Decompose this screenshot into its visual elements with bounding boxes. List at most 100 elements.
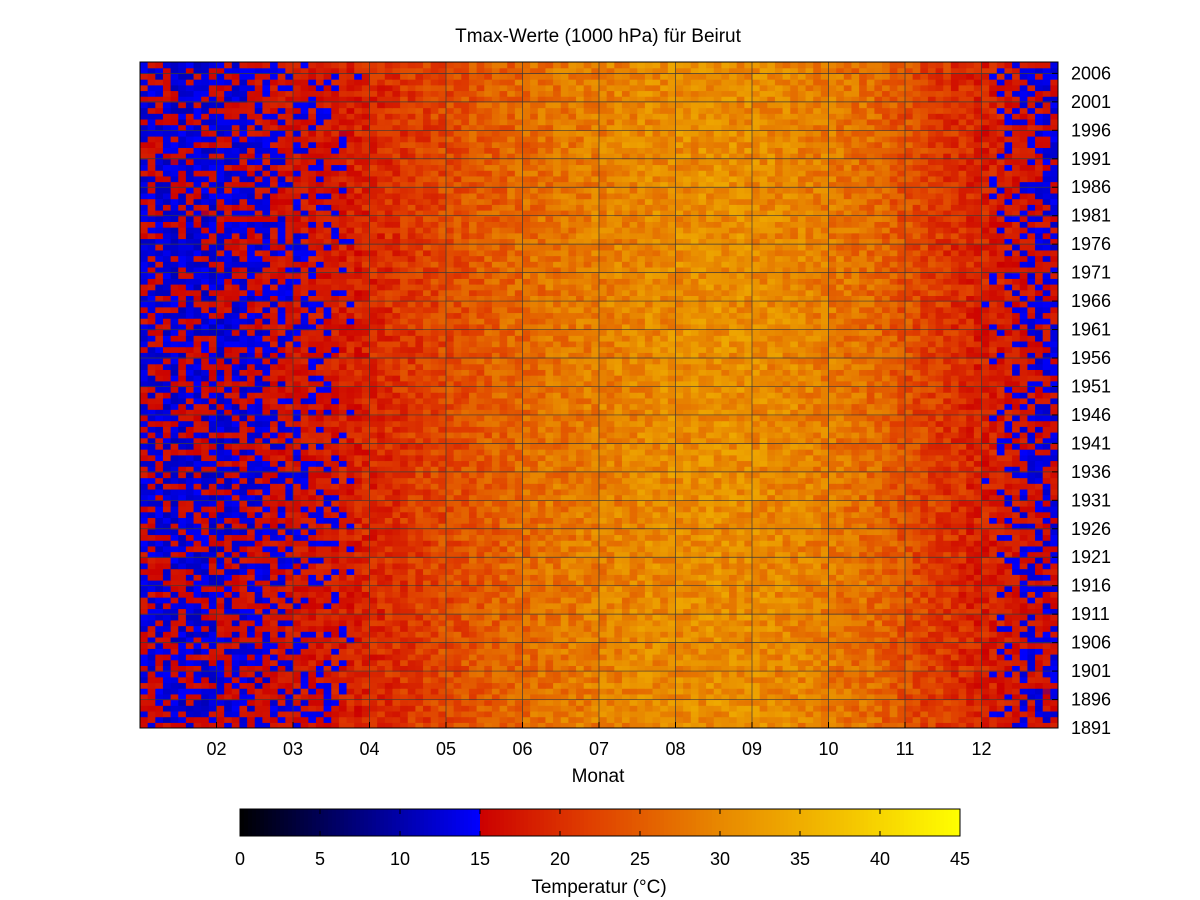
heatmap-cell — [1050, 716, 1058, 723]
heatmap-cell — [1027, 625, 1036, 632]
heatmap-cell — [331, 682, 340, 689]
heatmap-cell — [774, 545, 784, 553]
heatmap-cell — [629, 659, 638, 666]
heatmap-cell — [882, 659, 891, 666]
heatmap-cell — [438, 682, 447, 689]
heatmap-cell — [140, 562, 149, 570]
heatmap-cell — [277, 693, 286, 701]
heatmap-cell — [981, 528, 990, 536]
heatmap-cell — [736, 540, 745, 547]
heatmap-cell — [706, 551, 715, 558]
heatmap-cell — [568, 654, 577, 661]
heatmap-cell — [499, 710, 508, 718]
heatmap-cell — [882, 517, 891, 524]
heatmap-cell — [361, 591, 371, 598]
heatmap-cell — [315, 580, 325, 587]
heatmap-cell — [652, 580, 661, 587]
heatmap-cell — [285, 562, 294, 570]
heatmap-cell — [660, 716, 669, 723]
heatmap-cell — [606, 705, 615, 712]
heatmap-cell — [430, 619, 439, 627]
heatmap-cell — [889, 534, 898, 541]
heatmap-cell — [583, 511, 592, 518]
heatmap-cell — [652, 545, 661, 553]
heatmap-cell — [614, 597, 623, 604]
heatmap-cell — [1050, 676, 1058, 684]
heatmap-cell — [453, 642, 462, 649]
heatmap-cell — [583, 671, 592, 678]
heatmap-cell — [285, 619, 294, 627]
heatmap-cell — [346, 608, 355, 615]
heatmap-cell — [484, 642, 493, 649]
heatmap-cell — [361, 688, 371, 695]
heatmap-cell — [361, 619, 371, 627]
heatmap-cell — [499, 534, 508, 541]
heatmap-cell — [354, 568, 363, 575]
heatmap-cell — [277, 716, 286, 723]
heatmap-cell — [805, 540, 814, 547]
heatmap-cell — [560, 614, 569, 621]
heatmap-cell — [706, 693, 715, 701]
heatmap-cell — [369, 671, 378, 678]
heatmap-cell — [805, 545, 814, 553]
heatmap-cell — [162, 511, 172, 518]
heatmap-cell — [859, 523, 868, 530]
heatmap-cell — [147, 534, 156, 541]
heatmap-cell — [147, 682, 156, 689]
heatmap-cell — [583, 710, 592, 718]
heatmap-cell — [384, 528, 394, 536]
heatmap-cell — [568, 716, 577, 723]
heatmap-cell — [155, 602, 164, 610]
heatmap-cell — [637, 551, 646, 558]
heatmap-cell — [943, 614, 952, 621]
heatmap-cell — [966, 642, 975, 649]
heatmap-cell — [759, 619, 768, 627]
heatmap-cell — [889, 705, 898, 712]
heatmap-cell — [652, 568, 661, 575]
heatmap-cell — [446, 506, 455, 513]
heatmap-cell — [514, 585, 524, 592]
heatmap-cell — [660, 580, 669, 587]
heatmap-cell — [254, 642, 263, 649]
heatmap-cell — [1050, 619, 1058, 627]
heatmap-cell — [690, 676, 700, 684]
heatmap-cell — [820, 625, 830, 632]
heatmap-cell — [958, 500, 967, 507]
heatmap-cell — [507, 636, 516, 644]
heatmap-cell — [981, 716, 990, 723]
heatmap-cell — [591, 676, 600, 684]
heatmap-cell — [675, 580, 684, 587]
heatmap-cell — [407, 705, 416, 712]
heatmap-cell — [690, 614, 700, 621]
heatmap-cell — [621, 693, 631, 701]
heatmap-cell — [836, 710, 845, 718]
heatmap-cell — [308, 591, 317, 598]
heatmap-cell — [989, 705, 998, 712]
heatmap-cell — [308, 699, 317, 706]
heatmap-cell — [476, 551, 485, 558]
heatmap-cell — [308, 517, 317, 524]
heatmap-cell — [560, 608, 569, 615]
heatmap-cell — [224, 511, 233, 518]
heatmap-cell — [767, 688, 776, 695]
heatmap-cell — [660, 540, 669, 547]
heatmap-cell — [338, 722, 348, 728]
heatmap-cell — [866, 614, 875, 621]
heatmap-cell — [201, 636, 210, 644]
heatmap-cell — [468, 528, 478, 536]
heatmap-cell — [270, 676, 279, 684]
heatmap-cell — [315, 585, 325, 592]
heatmap-cell — [774, 619, 784, 627]
heatmap-cell — [759, 540, 768, 547]
heatmap-cell — [270, 506, 279, 513]
heatmap-cell — [400, 580, 409, 587]
heatmap-cell — [912, 710, 921, 718]
heatmap-cell — [813, 716, 822, 723]
heatmap-cell — [1050, 574, 1058, 581]
heatmap-cell — [927, 506, 937, 513]
heatmap-cell — [927, 625, 937, 632]
heatmap-cell — [859, 648, 868, 655]
heatmap-cell — [920, 602, 929, 610]
heatmap-cell — [193, 699, 202, 706]
heatmap-cell — [851, 705, 860, 712]
